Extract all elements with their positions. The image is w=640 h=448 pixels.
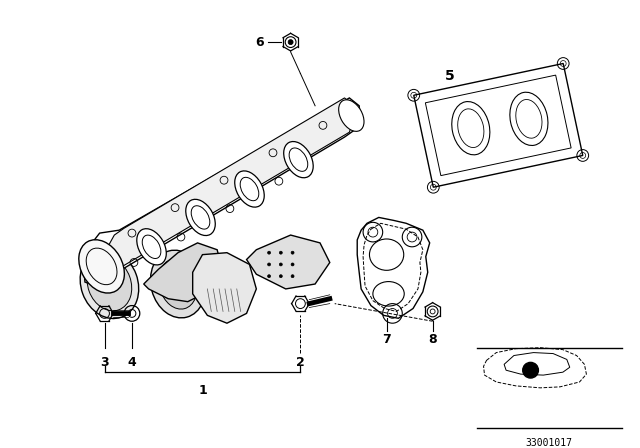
Ellipse shape [339,100,364,131]
Ellipse shape [159,259,197,309]
Circle shape [291,251,294,254]
Ellipse shape [80,250,139,319]
Circle shape [279,251,282,254]
Text: 2: 2 [296,356,305,369]
Polygon shape [83,98,361,289]
Circle shape [279,263,282,266]
Text: 6: 6 [255,35,264,49]
Polygon shape [144,243,222,302]
Polygon shape [246,235,330,289]
Circle shape [268,275,271,278]
Circle shape [268,251,271,254]
Text: 8: 8 [428,333,437,346]
Ellipse shape [79,240,124,293]
Ellipse shape [150,250,205,318]
Circle shape [288,40,293,44]
Polygon shape [357,217,429,319]
Ellipse shape [235,171,264,207]
Text: 3: 3 [100,356,109,369]
Text: 33001017: 33001017 [525,438,573,448]
Text: 5: 5 [444,69,454,82]
Circle shape [291,275,294,278]
Circle shape [523,362,538,378]
Circle shape [268,263,271,266]
Text: 7: 7 [382,333,391,346]
Text: 1: 1 [198,384,207,397]
Polygon shape [193,253,257,323]
Circle shape [279,275,282,278]
Ellipse shape [186,199,215,236]
Polygon shape [413,64,583,187]
Ellipse shape [87,257,132,311]
Circle shape [291,263,294,266]
Polygon shape [104,98,357,272]
Text: 4: 4 [127,356,136,369]
Ellipse shape [284,142,313,178]
Ellipse shape [137,228,166,265]
